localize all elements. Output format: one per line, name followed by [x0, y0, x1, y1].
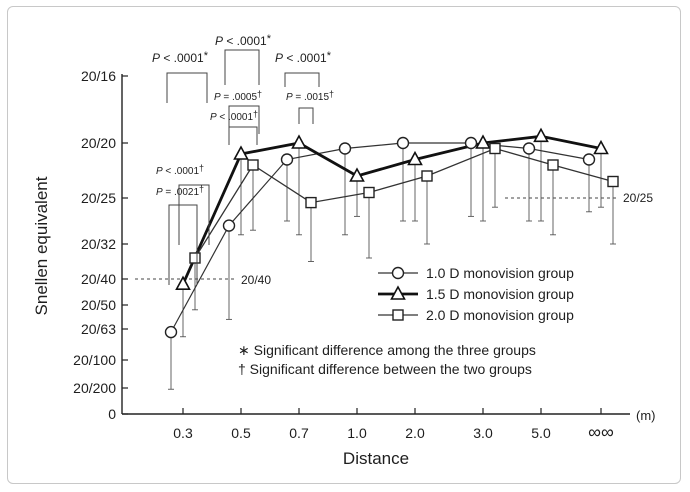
- significance-label: P < .0001†: [210, 109, 258, 123]
- x-tick-label: 0.3: [173, 425, 193, 441]
- data-point-circle: [582, 153, 596, 166]
- y-tick-label: 20/200: [73, 380, 116, 396]
- reference-label-20-40: 20/40: [241, 273, 271, 287]
- data-point-square: [607, 175, 619, 188]
- significance-label: P = .0015†: [286, 89, 334, 103]
- series-line-square: [194, 147, 614, 259]
- legend-label: 1.5 D monovision group: [426, 286, 574, 302]
- x-tick-label: 0.7: [289, 425, 309, 441]
- x-tick-label: 3.0: [473, 425, 493, 441]
- footnote: † Significant difference between the two…: [238, 361, 532, 377]
- y-tick-label: 20/16: [81, 68, 116, 84]
- significance-bracket: [224, 49, 260, 85]
- legend-marker-circle: [391, 266, 405, 280]
- y-tick-label: 20/100: [73, 352, 116, 368]
- data-point-triangle: [533, 127, 549, 143]
- legend: 1.0 D monovision group 1.5 D monovision g…: [378, 265, 574, 323]
- y-tick-label: 20/32: [81, 236, 116, 252]
- data-point-square: [363, 186, 375, 199]
- significance-label: P = .0005†: [214, 89, 262, 103]
- legend-marker-square: [392, 309, 404, 321]
- footnote: ∗ Significant difference among the three…: [238, 342, 536, 358]
- data-point-circle: [396, 136, 410, 150]
- reference-lines: 20/40 20/25: [135, 191, 653, 287]
- x-tick-label: ∞∞: [588, 422, 614, 442]
- y-tick-label: 20/50: [81, 297, 116, 313]
- reference-label-20-25: 20/25: [623, 191, 653, 205]
- data-point-triangle: [233, 145, 249, 160]
- significance-label: P < .0001*: [152, 50, 209, 65]
- significance-bracket: [228, 126, 258, 145]
- data-point-triangle: [175, 275, 191, 291]
- data-point-square: [489, 142, 501, 155]
- x-tick-label: 5.0: [531, 425, 551, 441]
- data-point-triangle: [475, 134, 491, 149]
- data-point-square: [305, 196, 317, 209]
- y-tick-label: 20/20: [81, 135, 116, 151]
- significance-brackets: P < .0001* P = .0021† P < .0001† P < .0001*…: [152, 33, 334, 285]
- series-line-circle: [170, 142, 590, 333]
- error-bars: [168, 136, 616, 390]
- x-tick-label: 1.0: [347, 425, 367, 441]
- y-tick-label: 20/25: [81, 190, 116, 206]
- significance-bracket: [228, 105, 260, 134]
- data-point-square: [189, 252, 201, 264]
- significance-bracket: [298, 107, 314, 124]
- data-point-triangle: [407, 150, 423, 166]
- data-point-circle: [222, 219, 236, 232]
- significance-bracket: [178, 184, 210, 245]
- axes: 0 20/200 20/100 20/63 20/50 20/40 20/32 20/25 20…: [73, 68, 630, 442]
- data-point-square: [247, 159, 259, 171]
- y-axis-label: Snellen equivalent: [32, 176, 51, 315]
- data-point-square: [547, 159, 559, 171]
- y-tick-label: 0: [108, 406, 116, 422]
- data-point-circle: [164, 325, 178, 339]
- significance-bracket: [284, 72, 320, 87]
- data-point-circle: [280, 153, 294, 166]
- data-point-square: [421, 170, 433, 182]
- series-line-triangle: [181, 134, 602, 285]
- significance-bracket: [168, 204, 198, 285]
- x-tick-label: 0.5: [231, 425, 251, 441]
- significance-label: P = .0021†: [156, 184, 204, 198]
- data-point-circle: [338, 142, 352, 155]
- significance-label: P < .0001*: [275, 50, 332, 65]
- significance-bracket: [166, 72, 208, 103]
- data-point-circle: [464, 136, 478, 150]
- legend-marker-triangle: [390, 285, 406, 300]
- y-tick-label: 20/63: [81, 321, 116, 337]
- legend-label: 1.0 D monovision group: [426, 265, 574, 281]
- figure-frame: [7, 6, 681, 484]
- significance-label: P < .0001†: [156, 163, 204, 177]
- data-point-triangle: [593, 139, 609, 155]
- x-axis-unit: (m): [636, 408, 656, 423]
- significance-label: P < .0001*: [215, 33, 272, 48]
- x-tick-label: 2.0: [405, 425, 425, 441]
- data-point-triangle: [291, 134, 307, 149]
- y-tick-label: 20/40: [81, 271, 116, 287]
- data-point-circle: [522, 142, 536, 155]
- footnotes: ∗ Significant difference among the three…: [238, 342, 536, 377]
- x-axis-label: Distance: [343, 449, 409, 468]
- series-markers: [164, 127, 619, 339]
- legend-label: 2.0 D monovision group: [426, 307, 574, 323]
- data-point-triangle: [349, 167, 365, 182]
- series-lines: [170, 134, 614, 333]
